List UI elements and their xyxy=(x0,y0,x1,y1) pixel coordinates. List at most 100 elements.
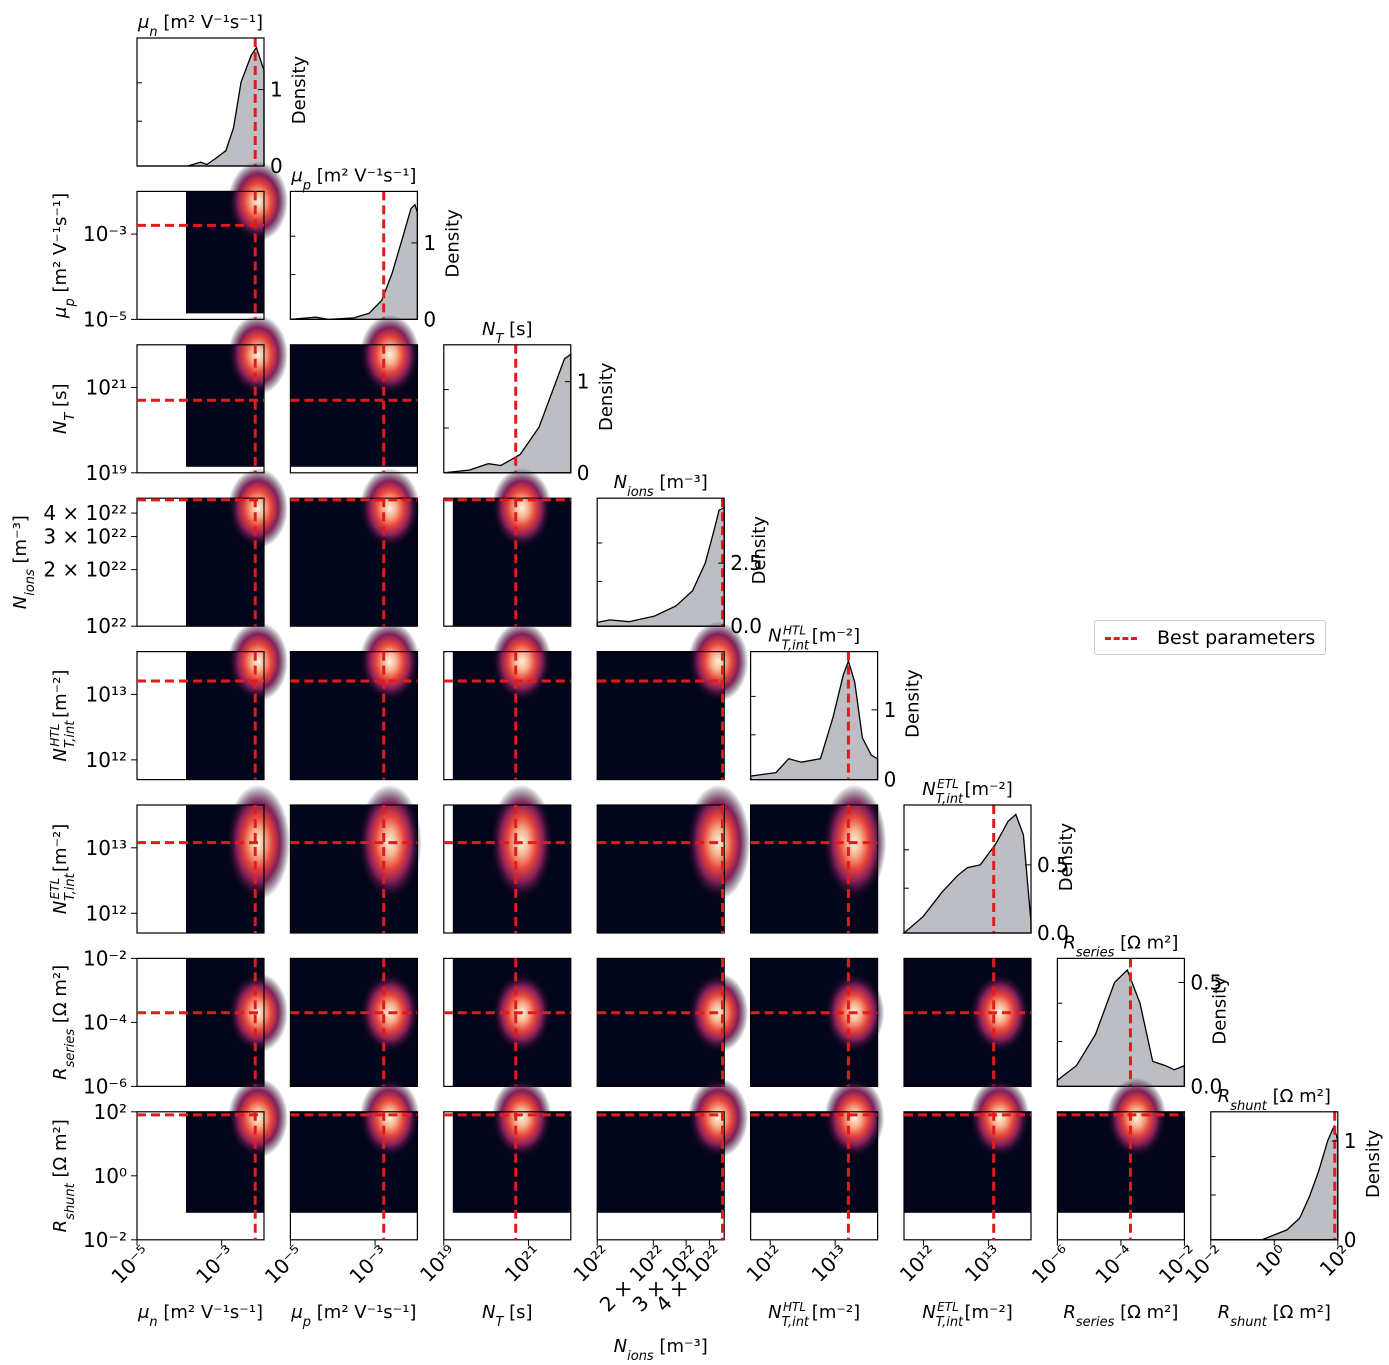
x-axis-label-0: μn [m² V⁻¹s⁻¹] xyxy=(137,1302,263,1330)
x-axis-label-7: Rshunt [Ω m²] xyxy=(1218,1302,1331,1330)
x-tick-label: 10⁻⁵ xyxy=(260,1240,308,1288)
density-tick-label: 0.0 xyxy=(1037,921,1069,945)
panel-2-1 xyxy=(289,314,420,474)
panel-5-2 xyxy=(443,784,572,934)
x-tick-label: 10⁻³ xyxy=(191,1240,239,1288)
density-tick-label: 0.5 xyxy=(1037,853,1069,877)
panel-5-0 xyxy=(136,784,290,934)
panel-6-0 xyxy=(136,957,288,1088)
panel-3-1 xyxy=(289,468,420,627)
density-peak xyxy=(359,314,420,395)
panel-4-3 xyxy=(596,621,749,781)
density-tick-label: 1 xyxy=(884,698,897,722)
density-peak xyxy=(491,621,552,702)
kde-curve-5 xyxy=(902,813,1032,934)
y-tick-label: 4 × 10²² xyxy=(43,501,127,525)
x-tick-label: 10²² xyxy=(568,1240,614,1286)
density-axis-label: Density xyxy=(596,362,617,431)
density-tick-label: 0 xyxy=(1344,1228,1357,1252)
density-tick-label: 1 xyxy=(270,78,283,102)
x-tick-label: 10¹² xyxy=(741,1240,787,1286)
axes-frame xyxy=(136,497,265,627)
panel-7-6 xyxy=(1056,1077,1186,1241)
y-axis-label-7: Rshunt [Ω m²] xyxy=(50,1119,78,1232)
panel-6-2 xyxy=(443,957,572,1088)
density-tick-label: 0 xyxy=(423,307,436,331)
x-tick-label: 10¹³ xyxy=(960,1240,1006,1286)
axes-frame xyxy=(136,344,265,474)
axes-frame xyxy=(136,804,265,934)
density-axis-label: Density xyxy=(749,516,770,585)
y-axis-label-2: NT [s] xyxy=(50,384,78,435)
x-axis-label-5: NT,intETL [m⁻²] xyxy=(922,1300,1013,1330)
density-peak xyxy=(688,621,749,702)
axes-frame xyxy=(596,650,725,781)
axes-frame xyxy=(289,804,418,934)
x-tick-label: 10²¹ xyxy=(500,1240,546,1286)
density-tick-label: 0.0 xyxy=(1190,1074,1222,1098)
axes-frame xyxy=(289,1111,418,1241)
panel-7-4 xyxy=(749,1077,885,1241)
y-tick-label: 10⁻² xyxy=(83,946,127,970)
axes-frame xyxy=(136,190,265,320)
axes-frame xyxy=(443,497,572,627)
panel-4-1 xyxy=(289,621,420,781)
y-tick-label: 2 × 10²² xyxy=(43,558,127,582)
x-axis-label-4: NT,intHTL [m⁻²] xyxy=(768,1300,860,1330)
density-peak xyxy=(228,1077,288,1158)
panel-2-2: 0 1 Density NT [s] xyxy=(443,319,617,485)
panel-7-3 xyxy=(596,1077,749,1241)
axes-frame xyxy=(443,650,572,781)
marginal-title-2: NT [s] xyxy=(482,319,533,347)
panel-7-1 xyxy=(289,1077,420,1241)
density-peak xyxy=(1106,1077,1167,1158)
y-axis-label-3: Nions [m⁻³] xyxy=(10,515,38,609)
axes-frame xyxy=(443,344,572,474)
axes-frame xyxy=(289,190,418,320)
y-tick-label: 10⁻⁶ xyxy=(83,1074,127,1098)
x-tick-label: 10⁻⁴ xyxy=(1090,1240,1138,1288)
kde-curve-1 xyxy=(290,203,419,321)
axes-frame xyxy=(596,957,725,1088)
density-tick-label: 0 xyxy=(884,768,897,792)
panel-7-0 xyxy=(136,1077,288,1241)
y-tick-label: 10¹³ xyxy=(86,836,127,860)
kde-curve-7 xyxy=(1210,1124,1339,1241)
density-axis-label: Density xyxy=(1363,1129,1384,1198)
kde-curve-4 xyxy=(749,659,879,781)
axes-frame xyxy=(289,650,418,781)
panel-7-2 xyxy=(443,1077,572,1241)
density-peak xyxy=(969,972,1030,1053)
axes-frame xyxy=(443,804,572,934)
panel-5-4 xyxy=(749,784,887,934)
marginal-title-4: NT,intHTL [m⁻²] xyxy=(768,624,860,654)
density-axis-label: Density xyxy=(289,55,310,124)
panel-6-5 xyxy=(903,957,1032,1088)
density-peak xyxy=(491,468,552,549)
axes-frame xyxy=(596,1111,725,1241)
x-tick-label: 10¹⁹ xyxy=(415,1240,461,1286)
y-tick-label: 10² xyxy=(94,1100,127,1124)
x-axis-label-3: Nions [m⁻³] xyxy=(614,1336,708,1364)
density-peak xyxy=(228,468,288,549)
panel-4-0 xyxy=(136,621,288,781)
legend-label: Best parameters xyxy=(1157,627,1316,649)
x-axis-label-6: Rseries [Ω m²] xyxy=(1063,1302,1178,1330)
y-tick-label: 10¹² xyxy=(86,748,127,772)
y-tick-label: 10¹³ xyxy=(86,682,127,706)
y-tick-label: 10¹² xyxy=(86,901,127,925)
density-tick-label: 1 xyxy=(577,370,590,394)
panel-6-4 xyxy=(749,957,885,1088)
kde-curve-3 xyxy=(596,506,725,627)
axes-frame xyxy=(749,957,879,1088)
y-tick-label: 10⁻⁴ xyxy=(83,1010,127,1034)
panel-5-3 xyxy=(596,784,751,934)
density-peak xyxy=(228,621,288,702)
x-tick-label: 10¹² xyxy=(895,1240,941,1286)
density-peak xyxy=(824,1077,885,1158)
density-peak xyxy=(688,1077,749,1158)
